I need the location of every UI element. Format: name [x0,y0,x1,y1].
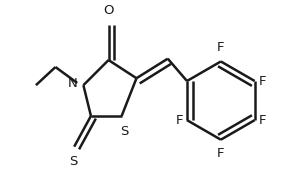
Text: F: F [217,42,225,55]
Text: S: S [120,125,129,138]
Text: F: F [258,74,266,87]
Text: N: N [68,77,77,90]
Text: F: F [176,114,183,127]
Text: S: S [69,155,78,168]
Text: F: F [217,147,225,160]
Text: O: O [103,4,114,17]
Text: F: F [258,114,266,127]
